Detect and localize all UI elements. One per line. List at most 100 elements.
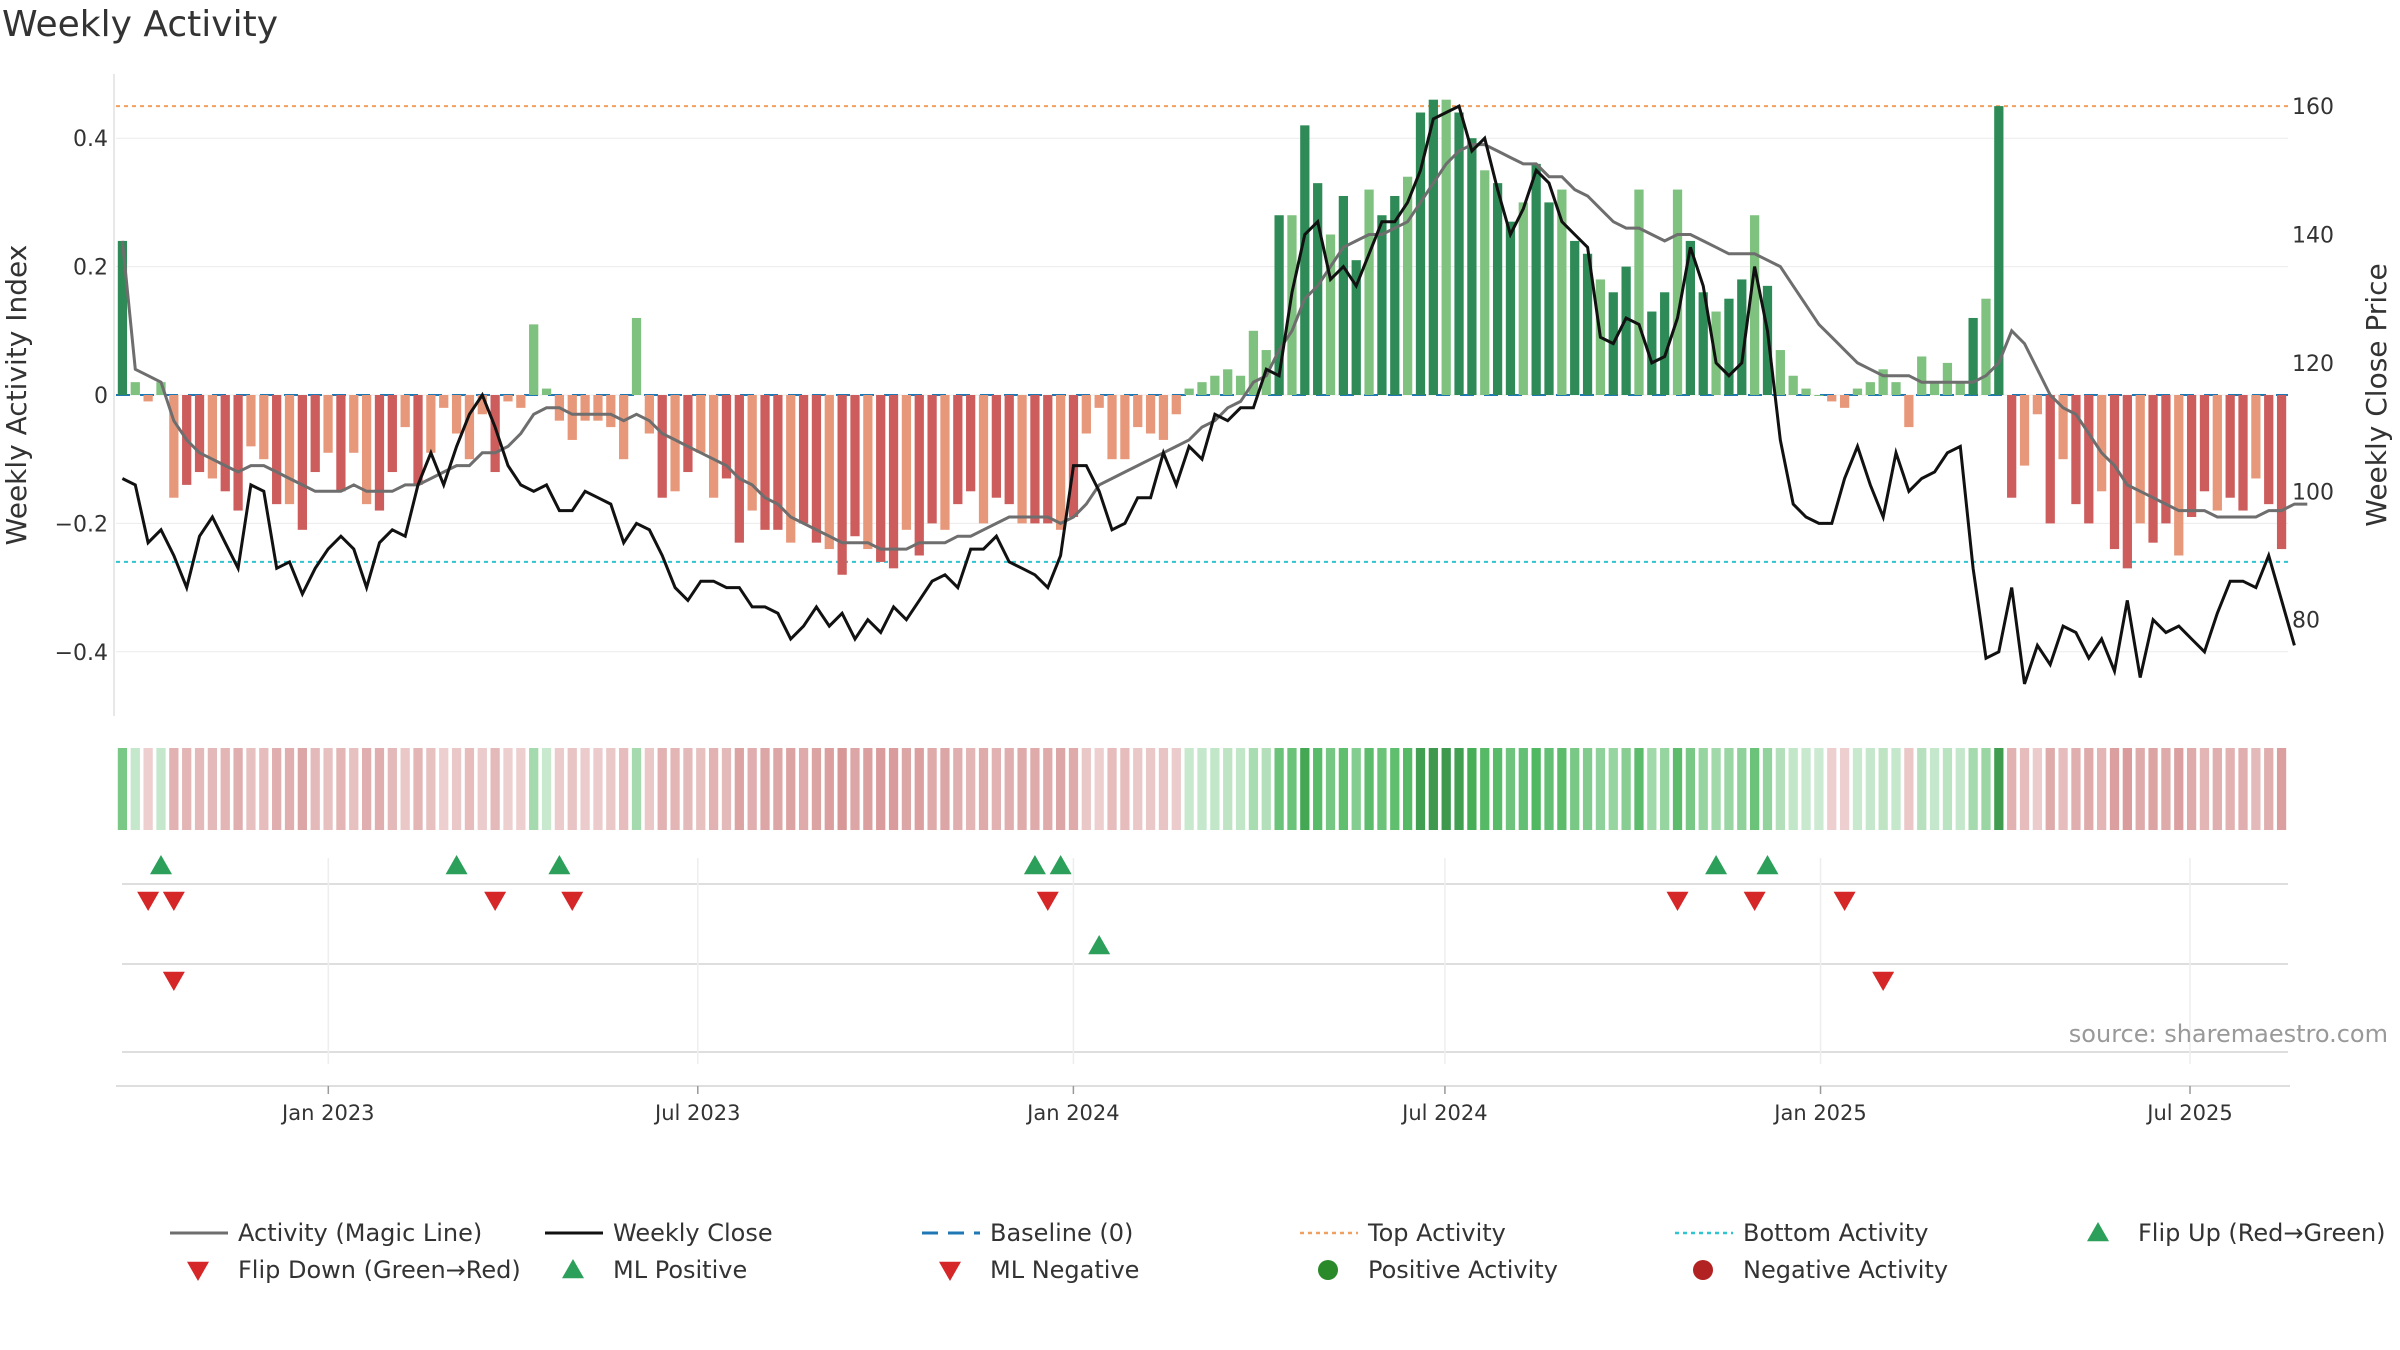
activity-bar bbox=[1210, 375, 1220, 395]
series-lines bbox=[120, 103, 2308, 685]
strip-cell bbox=[2148, 748, 2158, 830]
legend-item: ML Positive bbox=[562, 1256, 747, 1284]
activity-bar bbox=[374, 395, 385, 511]
strip-cell bbox=[529, 748, 539, 830]
flip-up-marker bbox=[1756, 855, 1779, 875]
strip-cell bbox=[1274, 748, 1284, 830]
legend-label: Flip Down (Green→Red) bbox=[238, 1256, 521, 1284]
activity-bar bbox=[683, 395, 693, 473]
axes: 0.4 0.2 0 −0.2 −0.4 160 140 120 100 80 Weekly Acti… bbox=[0, 74, 2393, 716]
strip-cell bbox=[1056, 748, 1066, 830]
activity-bar bbox=[259, 395, 269, 460]
activity-bar bbox=[541, 388, 552, 395]
activity-bar bbox=[2135, 395, 2145, 524]
activity-bar bbox=[1582, 253, 1593, 395]
strip-cell bbox=[117, 748, 128, 830]
activity-bar bbox=[1454, 112, 1464, 396]
strip-cell bbox=[696, 748, 706, 830]
activity-bar bbox=[1518, 202, 1528, 395]
strip-cell bbox=[593, 748, 603, 830]
strip-cell bbox=[1814, 748, 1824, 830]
activity-bar bbox=[464, 395, 475, 460]
y2-tick-label: 120 bbox=[2292, 352, 2334, 377]
strip-cell bbox=[1454, 748, 1464, 830]
strip-cell bbox=[966, 748, 976, 830]
strip-cell bbox=[773, 748, 783, 830]
activity-bar bbox=[1904, 395, 1914, 428]
magic-line bbox=[120, 143, 2308, 551]
ml-positive-marker bbox=[1088, 935, 1111, 955]
y2-tick-label: 80 bbox=[2292, 609, 2320, 634]
flip-down-marker bbox=[1743, 891, 1766, 911]
legend-item: Negative Activity bbox=[1693, 1256, 1948, 1284]
strip-cell bbox=[1904, 748, 1914, 830]
strip-cell bbox=[554, 748, 565, 830]
legend-swatch bbox=[562, 1259, 584, 1279]
activity-bar bbox=[1634, 189, 1644, 395]
strip-cell bbox=[1492, 748, 1503, 830]
strip-cell bbox=[1711, 748, 1721, 830]
activity-bar bbox=[1839, 395, 1850, 408]
strip-cell bbox=[387, 748, 397, 830]
activity-bar bbox=[1313, 183, 1323, 395]
strip-cell bbox=[1724, 748, 1734, 830]
activity-bar bbox=[708, 395, 719, 498]
strip-cell bbox=[824, 748, 834, 830]
strip-cell bbox=[207, 748, 218, 830]
activity-bar bbox=[1878, 369, 1888, 395]
strip-cell bbox=[1929, 748, 1940, 830]
activity-bar bbox=[1891, 382, 1901, 395]
activity-bar bbox=[850, 395, 860, 537]
strip-cell bbox=[1094, 748, 1104, 830]
activity-bar bbox=[1865, 382, 1875, 395]
strip-cell bbox=[888, 748, 899, 830]
strip-cell bbox=[2007, 748, 2017, 830]
activity-bar bbox=[490, 395, 500, 473]
strip-cell bbox=[1994, 748, 2004, 830]
activity-bar bbox=[1081, 395, 1091, 434]
activity-bar bbox=[1955, 382, 1965, 395]
x-tick-label: Jan 2023 bbox=[280, 1101, 375, 1125]
strip-cell bbox=[1415, 748, 1426, 830]
strip-cell bbox=[670, 748, 680, 830]
activity-bar bbox=[1737, 279, 1747, 395]
activity-bar bbox=[901, 395, 912, 530]
strip-cell bbox=[297, 748, 307, 830]
activity-bar bbox=[1711, 311, 1721, 395]
strip-cell bbox=[708, 748, 719, 830]
strip-cell bbox=[876, 748, 886, 830]
strip-cell bbox=[143, 748, 153, 830]
strip-cell bbox=[2032, 748, 2043, 830]
activity-bar bbox=[477, 395, 487, 415]
strip-cell bbox=[927, 748, 937, 830]
legend-item: Positive Activity bbox=[1318, 1256, 1558, 1284]
activity-bar bbox=[1505, 221, 1516, 395]
activity-bar bbox=[593, 395, 603, 421]
activity-bar bbox=[1351, 260, 1361, 395]
activity-bar bbox=[760, 395, 770, 530]
activity-bar bbox=[1056, 395, 1066, 530]
strip-cell bbox=[1107, 748, 1117, 830]
activity-bar bbox=[1994, 106, 2004, 395]
activity-bar bbox=[914, 395, 924, 556]
x-tick-label: Jul 2023 bbox=[653, 1101, 740, 1125]
activity-bar bbox=[1428, 99, 1438, 396]
strip-cell bbox=[1171, 748, 1181, 830]
legend-label: ML Positive bbox=[613, 1256, 747, 1284]
legend-label: Weekly Close bbox=[613, 1219, 773, 1247]
strip-cell bbox=[1377, 748, 1387, 830]
activity-bar bbox=[1338, 195, 1348, 395]
activity-bar bbox=[1415, 112, 1426, 396]
strip-cell bbox=[2097, 748, 2107, 830]
strip-cell bbox=[1685, 748, 1696, 830]
activity-bar bbox=[670, 395, 680, 492]
strip-cell bbox=[1235, 748, 1246, 830]
activity-bar bbox=[2122, 395, 2132, 569]
flip-up-marker bbox=[548, 855, 571, 875]
activity-bar bbox=[657, 395, 667, 498]
activity-bar bbox=[220, 395, 230, 492]
activity-bar bbox=[1120, 395, 1130, 460]
strip-cell bbox=[1300, 748, 1310, 830]
strip-cell bbox=[978, 748, 989, 830]
strip-cell bbox=[798, 748, 809, 830]
